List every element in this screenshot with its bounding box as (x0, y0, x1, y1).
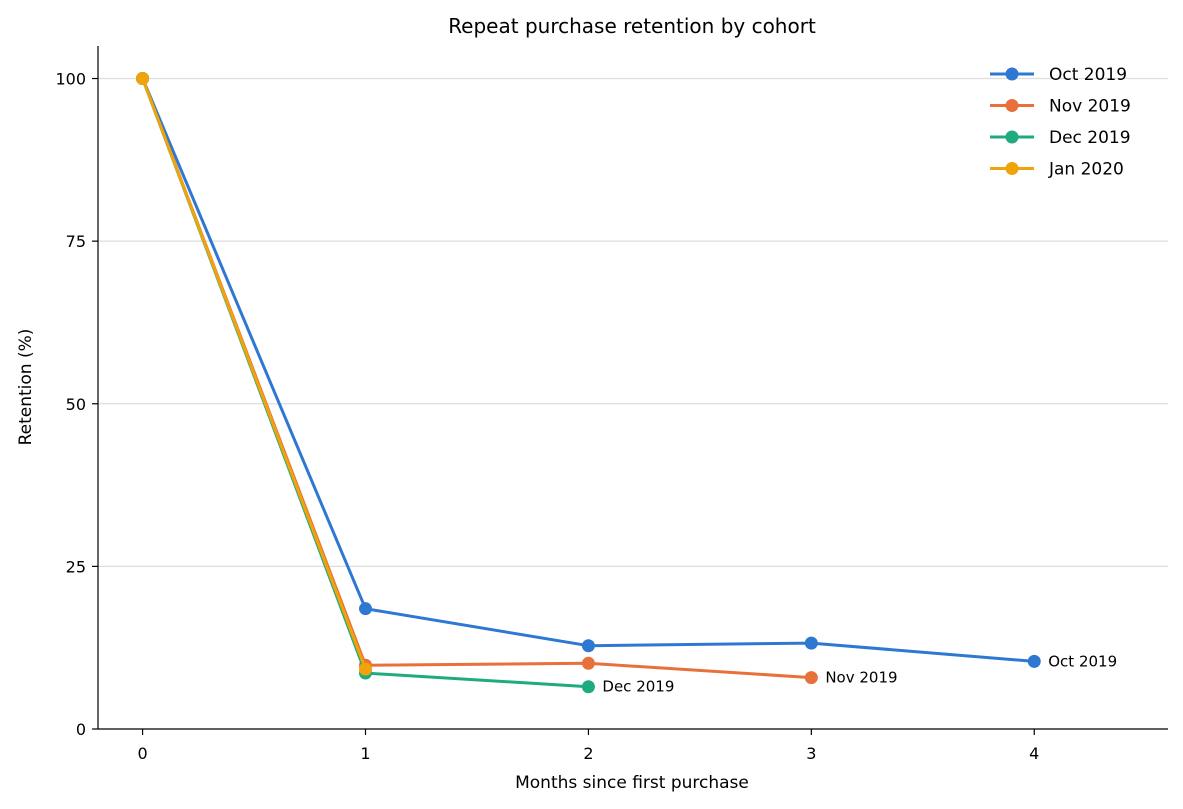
series-line (141, 77, 589, 689)
y-tick-label: 25 (66, 557, 86, 576)
legend-marker (1005, 162, 1019, 175)
series-oct-2019 (136, 72, 1041, 668)
grid-lines (98, 77, 1168, 567)
legend-item: Jan 2020 (990, 160, 1124, 180)
chart-title: Repeat purchase retention by cohort (448, 14, 816, 38)
legend-item: Nov 2019 (990, 97, 1131, 117)
series-nov-2019 (136, 72, 818, 685)
legend: Oct 2019 Nov 2019 Dec 2019 Jan 2020 (990, 65, 1131, 180)
data-point (581, 680, 595, 694)
series-dec-2019 (136, 72, 595, 694)
x-tick-label: 3 (806, 744, 816, 763)
y-tick-label: 100 (55, 70, 86, 89)
data-point (804, 636, 818, 650)
end-label: Oct 2019 (1048, 652, 1117, 670)
legend-marker (1005, 99, 1019, 112)
y-tick-label: 50 (66, 395, 86, 414)
legend-marker (1005, 130, 1019, 144)
axes (92, 46, 1168, 735)
series-line (141, 77, 367, 670)
legend-label: Jan 2020 (1048, 160, 1124, 180)
series-line (141, 77, 1035, 663)
legend-item: Dec 2019 (990, 128, 1131, 148)
x-axis-label: Months since first purchase (515, 773, 749, 793)
y-axis-label: Retention (%) (16, 329, 36, 446)
end-label: Dec 2019 (602, 678, 674, 696)
legend-label: Nov 2019 (1049, 97, 1131, 117)
data-point (1027, 654, 1041, 668)
end-label: Nov 2019 (825, 669, 897, 687)
x-tick-label: 4 (1029, 744, 1039, 763)
data-point (136, 72, 150, 86)
legend-label: Oct 2019 (1049, 65, 1127, 85)
tick-labels: 0 25 50 75 100 0 1 2 3 4 (55, 70, 1039, 763)
y-tick-label: 75 (66, 232, 86, 251)
x-tick-label: 1 (360, 744, 370, 763)
series-layer (136, 72, 1041, 694)
data-point (359, 602, 372, 616)
end-labels: Oct 2019 Nov 2019 Dec 2019 (602, 652, 1117, 695)
series-jan-2020 (136, 72, 372, 676)
legend-marker (1005, 67, 1019, 81)
series-line (141, 77, 812, 680)
x-tick-label: 2 (583, 744, 593, 763)
y-tick-label: 0 (76, 720, 86, 739)
data-point (581, 656, 595, 670)
data-point (581, 639, 595, 653)
legend-label: Dec 2019 (1049, 128, 1131, 148)
data-point (804, 671, 818, 685)
legend-item: Oct 2019 (990, 65, 1127, 85)
data-point (359, 662, 372, 676)
x-tick-label: 0 (137, 744, 147, 763)
